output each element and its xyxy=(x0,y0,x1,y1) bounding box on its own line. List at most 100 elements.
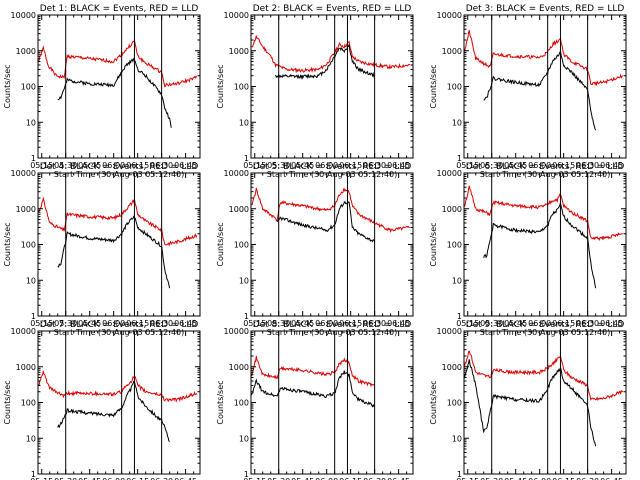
y-tick-label: 10000 xyxy=(437,11,462,20)
x-axis-label: Start Time (30-Aug-03 05:12:40) xyxy=(480,328,611,337)
panel-title: Det 6: BLACK = Events, RED = LLD xyxy=(466,162,625,172)
x-tick-label: 05:45 xyxy=(504,477,527,480)
x-tick-label: 06:45 xyxy=(174,319,197,328)
x-tick-label: 05:15 xyxy=(243,319,266,328)
y-tick-label: 10 xyxy=(239,434,249,443)
panel-title: Det 8: BLACK = Events, RED = LLD xyxy=(253,320,412,330)
panel-title: Det 1: BLACK = Events, RED = LLD xyxy=(40,4,199,14)
y-tick-label: 1000 xyxy=(229,47,249,56)
panel-title: Det 5: BLACK = Events, RED = LLD xyxy=(253,162,412,172)
x-tick-label: 06:00 xyxy=(315,319,338,328)
lld-series-line xyxy=(38,196,198,247)
x-tick-label: 06:45 xyxy=(600,477,623,480)
x-tick-label: 05:30 xyxy=(267,161,290,170)
y-tick-label: 1 xyxy=(244,470,249,479)
y-tick-label: 100 xyxy=(234,83,249,92)
x-tick-label: 06:00 xyxy=(315,161,338,170)
x-tick-label: 06:45 xyxy=(600,319,623,328)
y-tick-label: 10000 xyxy=(224,11,249,20)
y-tick-label: 100 xyxy=(447,399,462,408)
x-tick-label: 06:30 xyxy=(576,319,599,328)
x-tick-label: 06:15 xyxy=(339,477,362,480)
x-tick-label: 06:30 xyxy=(150,161,173,170)
x-tick-label: 05:45 xyxy=(78,161,101,170)
y-tick-label: 1 xyxy=(31,312,36,321)
x-tick-label: 05:30 xyxy=(480,161,503,170)
y-tick-label: 100 xyxy=(21,241,36,250)
lld-series-line xyxy=(251,187,410,234)
y-tick-label: 1 xyxy=(457,312,462,321)
lld-series-line xyxy=(251,355,375,388)
x-tick-label: 06:15 xyxy=(339,161,362,170)
panel-title: Det 9: BLACK = Events, RED = LLD xyxy=(466,320,625,330)
y-axis-label: Counts/sec xyxy=(429,222,438,266)
y-tick-label: 10000 xyxy=(11,169,36,178)
y-axis-label: Counts/sec xyxy=(216,64,225,108)
panel-title: Det 3: BLACK = Events, RED = LLD xyxy=(466,4,625,14)
y-tick-label: 10 xyxy=(452,434,462,443)
x-tick-label: 05:30 xyxy=(267,319,290,328)
x-tick-label: 06:00 xyxy=(528,477,551,480)
x-tick-label: 05:45 xyxy=(78,319,101,328)
x-tick-label: 05:15 xyxy=(243,477,266,480)
x-tick-label: 06:00 xyxy=(528,161,551,170)
y-tick-label: 1000 xyxy=(16,205,36,214)
x-tick-label: 06:45 xyxy=(387,319,410,328)
y-axis-label: Counts/sec xyxy=(3,380,12,424)
y-tick-label: 100 xyxy=(234,399,249,408)
y-tick-label: 10000 xyxy=(11,11,36,20)
y-tick-label: 100 xyxy=(21,83,36,92)
x-axis-label: Start Time (30-Aug-03 05:12:40) xyxy=(267,328,398,337)
x-tick-label: 05:45 xyxy=(504,161,527,170)
x-tick-label: 05:15 xyxy=(30,319,53,328)
x-axis-label: Start Time (30-Aug-03 05:12:40) xyxy=(54,328,185,337)
x-tick-label: 06:00 xyxy=(102,161,125,170)
x-axis-label: Start Time (30-Aug-03 05:12:40) xyxy=(54,170,185,179)
lld-series-line xyxy=(38,370,198,403)
events-series-line xyxy=(251,370,375,408)
x-tick-label: 05:30 xyxy=(480,477,503,480)
plot-frame xyxy=(250,330,414,475)
y-tick-label: 10000 xyxy=(437,327,462,336)
x-tick-label: 05:30 xyxy=(54,477,77,480)
y-tick-label: 1000 xyxy=(442,47,462,56)
x-axis-label: Start Time (30-Aug-03 05:12:40) xyxy=(267,170,398,179)
x-tick-label: 06:15 xyxy=(126,319,149,328)
lld-series-line xyxy=(38,39,198,88)
x-tick-label: 06:45 xyxy=(174,161,197,170)
x-tick-label: 05:45 xyxy=(291,477,314,480)
lld-series-line xyxy=(464,30,624,87)
events-series-line xyxy=(464,359,597,447)
events-series-line xyxy=(483,201,597,289)
x-tick-label: 06:45 xyxy=(600,161,623,170)
x-tick-label: 05:45 xyxy=(291,161,314,170)
y-axis-label: Counts/sec xyxy=(3,222,12,266)
x-tick-label: 05:30 xyxy=(54,161,77,170)
y-tick-label: 1 xyxy=(457,470,462,479)
y-tick-label: 10 xyxy=(452,276,462,285)
detector-panel: 11010010001000005:1505:3005:4506:0006:15… xyxy=(3,320,201,480)
y-tick-label: 10000 xyxy=(11,327,36,336)
y-axis-label: Counts/sec xyxy=(3,64,12,108)
y-tick-label: 100 xyxy=(447,241,462,250)
detector-panel: 11010010001000005:1505:3005:4506:0006:15… xyxy=(216,320,414,480)
x-tick-label: 05:45 xyxy=(291,319,314,328)
x-tick-label: 05:30 xyxy=(54,319,77,328)
y-tick-label: 1 xyxy=(31,470,36,479)
plot-frame xyxy=(463,14,627,159)
x-tick-label: 06:15 xyxy=(126,161,149,170)
y-axis-label: Counts/sec xyxy=(429,64,438,108)
x-tick-label: 06:15 xyxy=(339,319,362,328)
y-axis-label: Counts/sec xyxy=(216,380,225,424)
x-tick-label: 05:45 xyxy=(504,319,527,328)
x-tick-label: 06:30 xyxy=(150,477,173,480)
events-series-line xyxy=(275,44,375,80)
y-tick-label: 10 xyxy=(26,276,36,285)
y-tick-label: 10000 xyxy=(224,327,249,336)
